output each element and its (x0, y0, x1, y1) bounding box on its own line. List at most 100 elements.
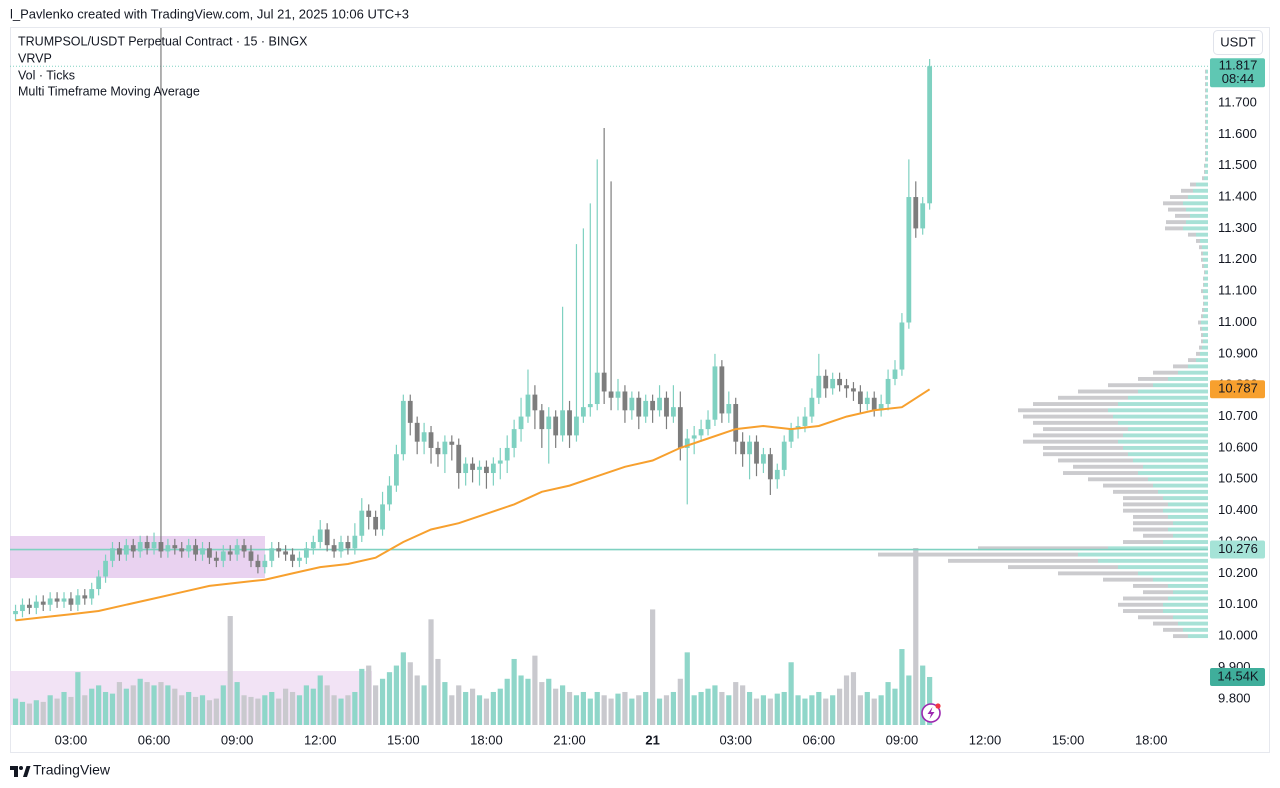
candle-body (213, 557, 219, 561)
profile-up (1118, 402, 1208, 406)
profile-down (1103, 483, 1153, 488)
candle-body (470, 463, 475, 470)
candle-body (255, 560, 261, 568)
candle-body (75, 595, 81, 605)
candle (643, 394, 649, 423)
candle (553, 410, 559, 448)
volume-bar (421, 685, 427, 725)
volume-bar (476, 695, 483, 725)
profile-up (1204, 308, 1208, 312)
profile-up (1203, 251, 1208, 256)
profile-up (1138, 389, 1208, 394)
candle-body (172, 545, 178, 549)
candle-body (864, 397, 870, 405)
candle (781, 435, 787, 477)
profile-up (1204, 176, 1208, 181)
volume-bar (878, 695, 884, 725)
profile-down (1205, 157, 1206, 162)
candle (366, 504, 372, 530)
candle-body (484, 466, 489, 474)
candle (816, 353, 822, 405)
profile-down (1058, 571, 1138, 576)
candle-body (400, 400, 406, 455)
candle (387, 476, 392, 511)
candle-body (767, 454, 773, 480)
hline-box (1210, 540, 1265, 559)
profile-down (1188, 232, 1196, 237)
candle-body (608, 391, 614, 398)
axes: 9.8009.90010.00010.10010.20010.30010.400… (55, 94, 1258, 747)
volume-bar (504, 678, 510, 725)
candle-body (532, 394, 538, 411)
volume-bar (636, 695, 642, 725)
candle (587, 203, 593, 417)
volume-bar (601, 695, 607, 725)
candle (774, 463, 780, 489)
volume-bar (795, 695, 801, 725)
legend-indicator: Multi Timeframe Moving Average (18, 84, 200, 98)
volume-bar (608, 698, 614, 725)
y-tick-label: 10.200 (1218, 565, 1258, 580)
logo-mark (10, 766, 18, 777)
candle (373, 510, 379, 536)
candle (82, 589, 88, 605)
profile-down (1123, 540, 1163, 544)
profile-down (1205, 132, 1206, 137)
profile-down (1153, 370, 1178, 375)
profile-up (1118, 439, 1208, 444)
profile-down (1058, 395, 1128, 400)
profile-up (1196, 182, 1208, 187)
candle (809, 388, 815, 423)
volume-bar (594, 691, 600, 725)
candle-body (158, 542, 164, 552)
candle-body (788, 429, 794, 442)
x-tick-label: 21 (645, 732, 659, 747)
currency-label[interactable]: USDT (1220, 34, 1255, 49)
profile-up (1158, 489, 1208, 494)
candle-body (490, 463, 496, 474)
volume-bar (303, 685, 309, 725)
candle (407, 394, 413, 436)
candle-body (373, 516, 379, 530)
volume-bar (449, 695, 455, 725)
volume-bar (532, 655, 538, 725)
volume-bar (511, 658, 517, 725)
profile-up (1206, 82, 1208, 87)
profile-up (1203, 289, 1208, 294)
profile-down (1205, 94, 1206, 99)
profile-up (1163, 496, 1208, 501)
volume-bar (566, 691, 573, 725)
profile-up (1203, 339, 1208, 344)
profile-up (1183, 627, 1208, 632)
candle (650, 394, 656, 423)
candle-body (290, 554, 295, 561)
candle (103, 554, 108, 583)
profile-up (1203, 333, 1208, 337)
candle (137, 535, 143, 558)
profile-down (1205, 75, 1206, 80)
profile-up (1204, 264, 1208, 268)
profile-up (1098, 558, 1208, 563)
candle-body (553, 416, 559, 436)
volume-bar (144, 682, 150, 725)
candle (207, 542, 212, 564)
profile-up (1163, 602, 1208, 607)
profile-up (1173, 533, 1208, 538)
profile-down (1143, 533, 1173, 538)
candle-body (719, 366, 725, 414)
candle (837, 372, 842, 392)
candle (761, 447, 766, 474)
x-tick-label: 21:00 (553, 732, 586, 747)
currency-button[interactable] (1213, 30, 1263, 55)
candle (449, 435, 455, 461)
alert-icon[interactable] (921, 703, 941, 723)
volume-bar (553, 688, 559, 725)
candle (767, 447, 773, 495)
candle-body (276, 548, 282, 552)
profile-down (1205, 119, 1206, 124)
candle (151, 532, 157, 555)
candle (567, 400, 572, 448)
volume-bar (373, 685, 379, 725)
candle (89, 582, 95, 605)
candle (857, 385, 863, 414)
